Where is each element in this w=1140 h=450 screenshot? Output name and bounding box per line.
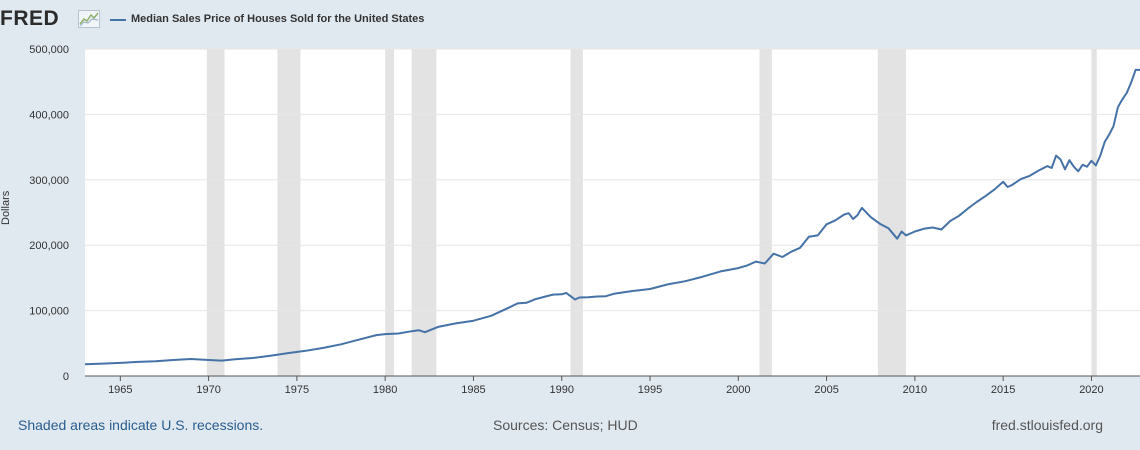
x-tick-label: 1990	[549, 384, 573, 396]
x-tick-label: 2015	[991, 384, 1015, 396]
x-tick-label: 1985	[461, 384, 485, 396]
recession-band	[277, 49, 301, 376]
line-chart: 0 100,000 200,000 300,000 400,000 500,000 196…	[29, 44, 1140, 396]
x-axis-ticks: 1965 1970 1975 1980 1985 1990 1995 2000 2005 2010…	[85, 375, 1140, 396]
x-tick-label: 1980	[373, 384, 397, 396]
recession-band	[759, 49, 772, 376]
x-tick-label: 1995	[638, 384, 662, 396]
recession-note[interactable]: Shaded areas indicate U.S. recessions.	[18, 417, 264, 433]
legend-series-label[interactable]: Median Sales Price of Houses Sold for th…	[131, 13, 425, 25]
y-tick-label: 200,000	[29, 240, 69, 252]
y-tick-label: 100,000	[29, 306, 69, 318]
sources-text: Sources: Census; HUD	[493, 417, 638, 433]
recession-band	[206, 49, 225, 376]
x-tick-label: 2000	[726, 384, 750, 396]
x-tick-label: 2020	[1079, 384, 1103, 396]
chart-header: FRED Median Sales Price of Houses Sold f…	[0, 0, 1140, 44]
recession-band	[1091, 49, 1097, 376]
x-tick-label: 2010	[903, 384, 927, 396]
recession-band	[411, 49, 437, 376]
y-tick-label: 0	[63, 371, 69, 383]
y-tick-label: 300,000	[29, 175, 69, 187]
y-tick-label: 500,000	[29, 44, 69, 56]
series-line	[84, 68, 1140, 366]
recession-band	[385, 49, 394, 376]
legend-swatch	[110, 19, 126, 21]
plot-area	[85, 49, 1140, 376]
site-link[interactable]: fred.stlouisfed.org	[991, 417, 1103, 433]
series-lines	[84, 68, 1140, 366]
fred-logo-chart-icon	[78, 10, 100, 28]
x-tick-label: 1970	[196, 384, 220, 396]
recession-band	[877, 49, 907, 376]
recession-bands	[206, 49, 1097, 376]
x-tick-label: 2005	[814, 384, 838, 396]
grid-lines	[85, 48, 1140, 312]
x-tick-label: 1975	[285, 384, 309, 396]
x-tick-label: 1965	[108, 384, 132, 396]
fred-logo[interactable]: FRED	[0, 7, 60, 30]
recession-band	[570, 49, 583, 376]
y-tick-label: 400,000	[29, 109, 69, 121]
y-axis-ticks: 0 100,000 200,000 300,000 400,000 500,000	[29, 44, 69, 383]
